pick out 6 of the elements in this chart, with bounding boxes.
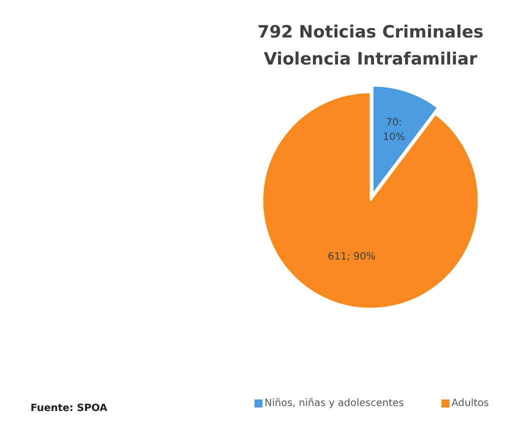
data-label: 70: 10% (382, 118, 406, 144)
source-note: Fuente: SPOA (30, 403, 108, 414)
data-label: 611; 90% (328, 251, 376, 262)
chart-title: 792 Noticias Criminales Violencia Intrafamiliar (258, 22, 484, 70)
legend-label: Adultos (452, 398, 489, 409)
legend-label: Niños, niñas y adolescentes (264, 398, 404, 409)
